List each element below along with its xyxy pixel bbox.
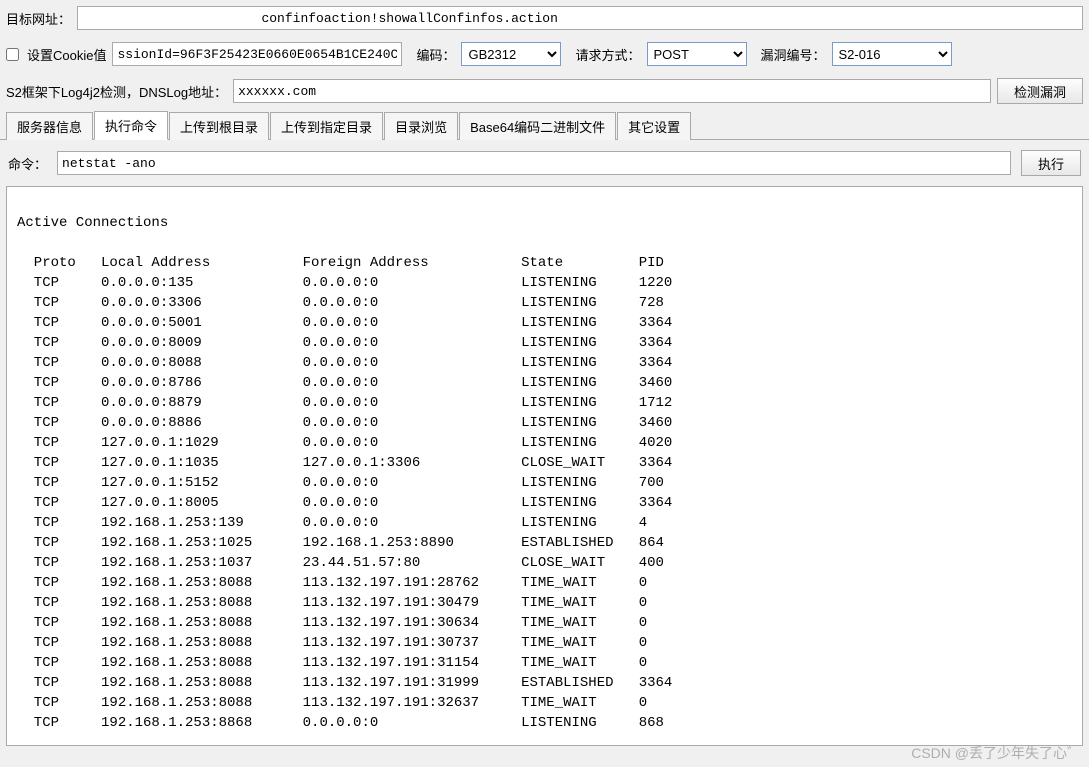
target-url-input[interactable]: [77, 6, 1083, 30]
encoding-label: 编码：: [416, 45, 455, 64]
tab-bar: 服务器信息执行命令上传到根目录上传到指定目录目录浏览Base64编码二进制文件其…: [0, 110, 1089, 140]
tab-0[interactable]: 服务器信息: [6, 112, 93, 140]
output-text: Active Connections Proto Local Address F…: [7, 187, 1082, 739]
command-row: 命令： 执行: [0, 140, 1089, 186]
method-select[interactable]: POST: [647, 42, 747, 66]
detect-button[interactable]: 检测漏洞: [997, 78, 1083, 104]
target-url-row: 目标网址：: [0, 0, 1089, 36]
log4j2-row: S2框架下Log4j2检测，DNSLog地址： 检测漏洞: [0, 72, 1089, 110]
command-label: 命令：: [8, 154, 47, 173]
tab-5[interactable]: Base64编码二进制文件: [459, 112, 616, 140]
method-label: 请求方式：: [575, 45, 640, 64]
target-url-label: 目标网址：: [6, 9, 71, 28]
tab-1[interactable]: 执行命令: [94, 111, 168, 140]
cookie-checkbox[interactable]: [6, 48, 19, 61]
output-panel[interactable]: Active Connections Proto Local Address F…: [6, 186, 1083, 746]
vuln-select[interactable]: S2-016: [832, 42, 952, 66]
log4j2-label: S2框架下Log4j2检测，DNSLog地址：: [6, 82, 227, 101]
encoding-select[interactable]: GB2312: [461, 42, 561, 66]
options-row: 设置Cookie值 编码： GB2312 请求方式： POST 漏洞编号： S2…: [0, 36, 1089, 72]
tab-3[interactable]: 上传到指定目录: [270, 112, 383, 140]
tab-4[interactable]: 目录浏览: [384, 112, 458, 140]
command-input[interactable]: [57, 151, 1011, 175]
tab-6[interactable]: 其它设置: [617, 112, 691, 140]
cookie-value-input[interactable]: [112, 42, 402, 66]
tab-2[interactable]: 上传到根目录: [169, 112, 269, 140]
execute-button[interactable]: 执行: [1021, 150, 1081, 176]
vuln-label: 漏洞编号：: [761, 45, 826, 64]
cookie-checkbox-label: 设置Cookie值: [27, 45, 106, 64]
watermark: CSDN @丢了少年失了心゛: [911, 743, 1081, 763]
dnslog-input[interactable]: [233, 79, 991, 103]
